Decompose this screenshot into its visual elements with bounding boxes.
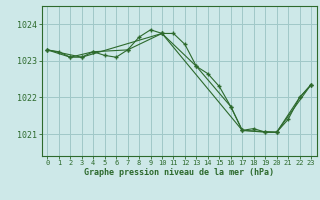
X-axis label: Graphe pression niveau de la mer (hPa): Graphe pression niveau de la mer (hPa) [84,168,274,177]
